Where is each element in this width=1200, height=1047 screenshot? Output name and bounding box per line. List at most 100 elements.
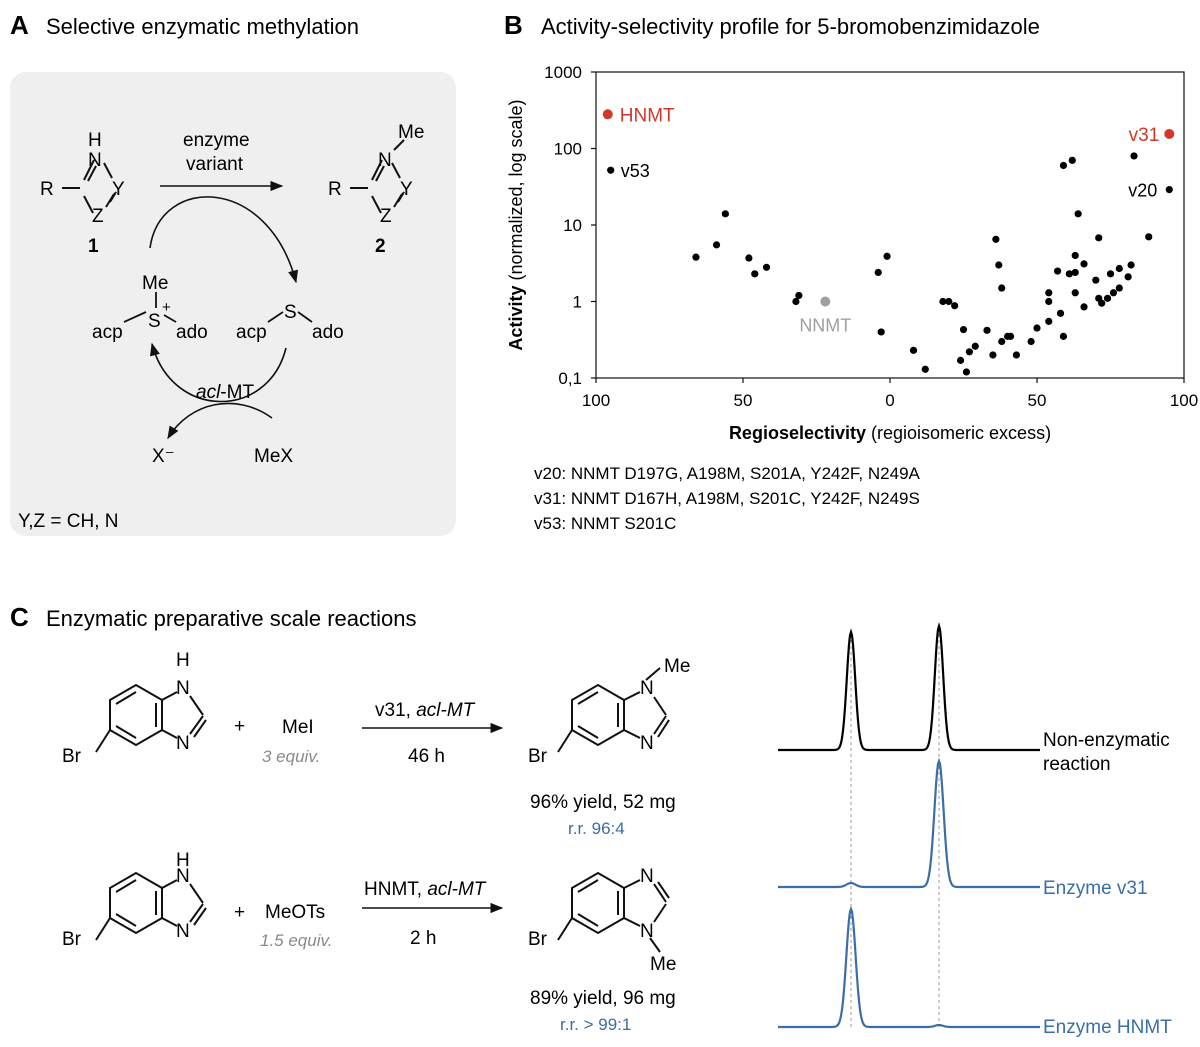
highlight-label-nnmt: NNMT bbox=[799, 316, 851, 336]
cycle-arrow-bottom bbox=[149, 342, 287, 403]
data-point bbox=[1145, 233, 1153, 241]
sam-me: Me bbox=[142, 273, 168, 294]
highlight-label-v53: v53 bbox=[621, 161, 650, 181]
data-point bbox=[751, 270, 759, 278]
r2-sm-nh: N bbox=[176, 866, 190, 887]
r1-plus: + bbox=[234, 716, 245, 737]
data-point bbox=[1006, 332, 1015, 340]
r1-rr: r.r. 96:4 bbox=[568, 819, 625, 838]
data-point bbox=[945, 297, 953, 306]
r1-product-nme: N bbox=[640, 678, 654, 699]
highlight-label-v20: v20 bbox=[1128, 181, 1157, 201]
compound-2-z: Z bbox=[380, 206, 392, 227]
sam-plus: + bbox=[162, 299, 171, 316]
r2-reagent: MeOTs bbox=[265, 902, 325, 923]
r2-sm-structure bbox=[95, 871, 207, 941]
r2-cond-enzyme: HNMT, bbox=[364, 879, 427, 900]
x-tick-label: 50 bbox=[734, 391, 753, 410]
r2-product-nme: N bbox=[640, 921, 654, 942]
compound-2-y: Y bbox=[400, 179, 413, 200]
data-point bbox=[1115, 264, 1123, 273]
data-point bbox=[983, 326, 991, 334]
highlight-point-v31 bbox=[1164, 128, 1175, 139]
panel-a-footnote: Y,Z = CH, N bbox=[18, 511, 118, 532]
r1-sm-n: N bbox=[176, 733, 190, 754]
data-point bbox=[921, 365, 929, 373]
r2-product-structure bbox=[557, 871, 670, 953]
data-point bbox=[971, 342, 979, 350]
panel-c: C Enzymatic preparative scale reactions … bbox=[10, 602, 1172, 1038]
data-point bbox=[721, 210, 729, 218]
sah-acp: acp bbox=[236, 322, 267, 343]
data-point bbox=[998, 284, 1006, 292]
data-point bbox=[1045, 289, 1053, 297]
r1-sm-br: Br bbox=[62, 746, 82, 767]
trace-label-nonenz-2: reaction bbox=[1043, 754, 1111, 775]
r2-sm-br: Br bbox=[62, 929, 82, 950]
data-point bbox=[1053, 267, 1062, 275]
legend-v53: v53: NNMT S201C bbox=[534, 514, 676, 533]
compound-1-z: Z bbox=[92, 206, 104, 227]
data-point bbox=[1115, 284, 1123, 292]
r2-product-br: Br bbox=[528, 929, 548, 950]
r1-sm-h: H bbox=[176, 650, 190, 671]
trace-label-v31: Enzyme v31 bbox=[1043, 878, 1148, 899]
panel-b-letter: B bbox=[504, 10, 523, 40]
r2-product-n: N bbox=[640, 866, 654, 887]
y-tick-label: 100 bbox=[554, 140, 582, 159]
panel-c-letter: C bbox=[10, 602, 29, 632]
sam-acp: acp bbox=[92, 322, 123, 343]
data-point bbox=[1027, 337, 1035, 346]
cycle-arrow-mex bbox=[167, 402, 273, 440]
sah-s: S bbox=[284, 302, 297, 323]
data-point bbox=[883, 252, 891, 260]
r2-conditions: HNMT, acl-MT bbox=[364, 879, 487, 900]
trace-label-hnmt: Enzyme HNMT bbox=[1043, 1017, 1172, 1038]
data-point bbox=[792, 297, 800, 306]
r1-reagent: MeI bbox=[282, 717, 314, 738]
data-point bbox=[995, 261, 1003, 269]
data-point bbox=[1127, 261, 1135, 269]
data-point bbox=[1071, 268, 1079, 277]
y-tick-label: 1 bbox=[573, 293, 582, 312]
data-point bbox=[1074, 210, 1082, 218]
data-point bbox=[1012, 351, 1021, 359]
sah-bond-acp bbox=[267, 311, 284, 323]
highlight-point-nnmt bbox=[820, 296, 831, 307]
data-point bbox=[1068, 156, 1076, 164]
y-tick-label: 0,1 bbox=[558, 369, 582, 388]
data-point bbox=[1109, 289, 1118, 297]
r1-conditions: v31, acl-MT bbox=[375, 700, 476, 721]
compound-2-label: 2 bbox=[375, 236, 386, 257]
sah-ado: ado bbox=[312, 322, 344, 343]
r2-product-me: Me bbox=[650, 954, 676, 975]
data-point bbox=[795, 291, 803, 300]
highlight-label-v31: v31 bbox=[1129, 125, 1160, 146]
data-point bbox=[939, 297, 947, 306]
data-points bbox=[692, 152, 1153, 376]
enzyme-label-line1: enzyme bbox=[183, 130, 250, 151]
scatter-chart: 100 50 0 50 100 0,1 1 10 100 1000 HNMT v31 v53 v20 N… bbox=[506, 63, 1198, 443]
r1-equiv: 3 equiv. bbox=[262, 747, 320, 766]
panel-b: B Activity-selectivity profile for 5-bro… bbox=[504, 10, 1198, 533]
halide-label: X⁻ bbox=[152, 446, 175, 467]
highlight-point-hnmt bbox=[602, 109, 613, 120]
data-point bbox=[1056, 309, 1065, 317]
data-point bbox=[959, 325, 968, 334]
data-point bbox=[745, 254, 753, 262]
compound-1-structure bbox=[62, 159, 117, 214]
data-point bbox=[1080, 303, 1088, 311]
panel-a: A Selective enzymatic methylation R H N … bbox=[10, 10, 456, 536]
x-tick-label: 100 bbox=[582, 391, 610, 410]
r1-product-n: N bbox=[640, 733, 654, 754]
data-point bbox=[956, 356, 965, 364]
data-point bbox=[998, 337, 1006, 346]
r1-sm-nh: N bbox=[176, 678, 190, 699]
panel-b-heading: Activity-selectivity profile for 5-bromo… bbox=[541, 14, 1040, 39]
panel-a-letter: A bbox=[10, 10, 29, 40]
r1-cond-italic: acl-MT bbox=[416, 700, 475, 721]
sah-bond-ado bbox=[297, 311, 313, 323]
r2-sm-n: N bbox=[176, 921, 190, 942]
y-axis-ticks: 0,1 1 10 100 1000 bbox=[544, 63, 596, 388]
